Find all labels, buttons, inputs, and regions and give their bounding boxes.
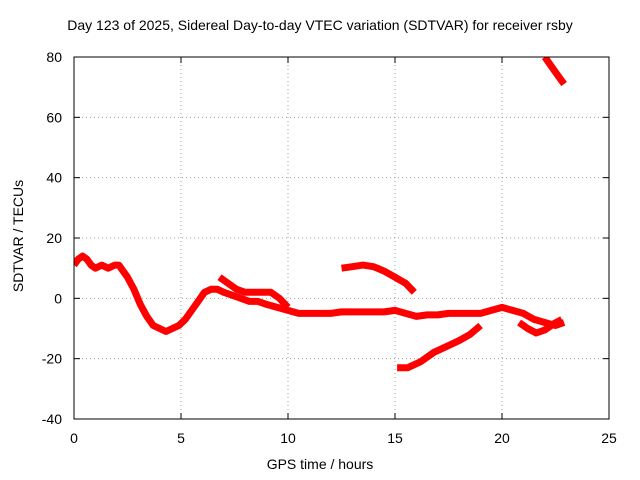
series-track-main [74,252,566,335]
y-tick-label: 0 [54,290,62,306]
x-tick-label: 25 [601,430,617,446]
chart-title: Day 123 of 2025, Sidereal Day-to-day VTE… [67,17,573,33]
y-tick-label: -20 [42,351,62,367]
x-tick-label: 0 [70,430,78,446]
x-tick-label: 20 [494,430,510,446]
series-track-lower [397,322,483,372]
y-tick-label: 60 [46,109,62,125]
y-tick-label: 20 [46,230,62,246]
series-track-top [541,57,567,87]
x-tick-label: 5 [177,430,185,446]
y-tick-label: 80 [46,49,62,65]
x-tick-label: 10 [280,430,296,446]
x-axis-label: GPS time / hours [266,456,374,472]
series-track-upper-branch [217,274,291,310]
y-tick-label: 40 [46,170,62,186]
series-track-late [517,316,564,337]
series-track-middle [341,261,417,295]
y-tick-label: -40 [42,411,62,427]
x-tick-label: 15 [387,430,403,446]
